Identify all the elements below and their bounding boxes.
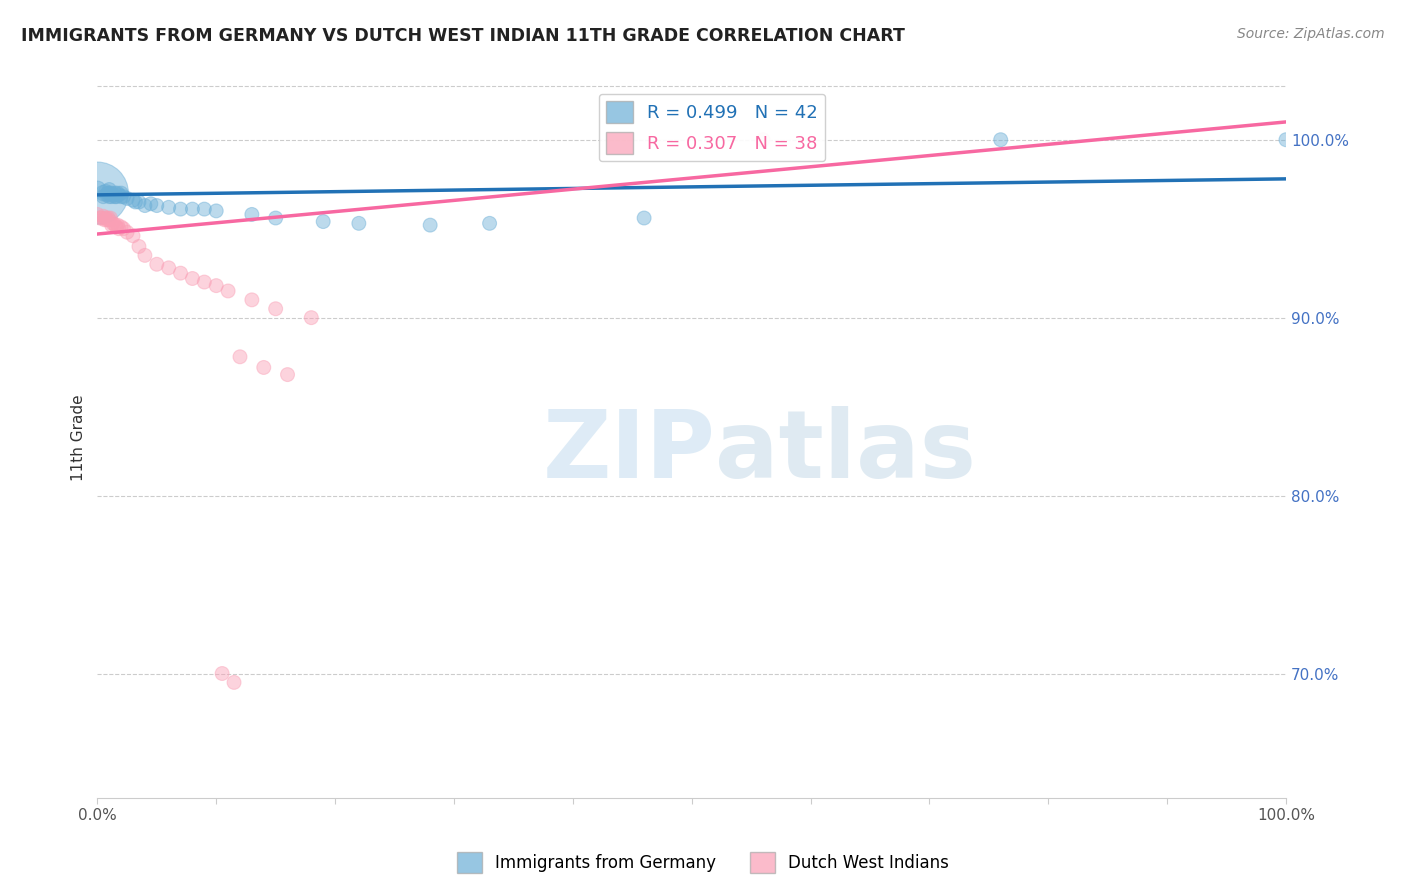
Point (124, 194, 146, 209)
Point (299, 310, 322, 325)
Text: atlas: atlas (716, 406, 976, 498)
Point (128, 194, 150, 209)
Point (89, 211, 111, 225)
Point (91, 211, 114, 225)
Point (105, 189, 128, 203)
Point (134, 198, 156, 212)
Point (98, 186, 121, 200)
Point (101, 187, 124, 202)
Point (100, 211, 122, 225)
Point (93, 212, 115, 227)
Point (96, 212, 118, 227)
Point (107, 186, 129, 200)
Point (419, 218, 441, 232)
Legend: R = 0.499   N = 42, R = 0.307   N = 38: R = 0.499 N = 42, R = 0.307 N = 38 (599, 94, 825, 161)
Point (128, 239, 150, 253)
Point (97, 211, 120, 225)
Point (752, 133, 775, 147)
Point (104, 186, 127, 200)
Legend: Immigrants from Germany, Dutch West Indians: Immigrants from Germany, Dutch West Indi… (450, 846, 956, 880)
Point (91, 186, 114, 200)
Point (91, 189, 114, 203)
Point (1275, 133, 1298, 147)
Point (157, 200, 180, 214)
Point (94, 184, 117, 198)
Point (157, 260, 180, 275)
Point (104, 189, 127, 203)
Point (110, 219, 132, 234)
Point (312, 214, 335, 228)
Point (107, 218, 129, 232)
Point (277, 368, 299, 382)
Point (98, 189, 121, 203)
Point (146, 257, 169, 271)
Point (100, 186, 122, 200)
Point (110, 186, 132, 200)
Point (96, 187, 118, 202)
Text: IMMIGRANTS FROM GERMANY VS DUTCH WEST INDIAN 11TH GRADE CORRELATION CHART: IMMIGRANTS FROM GERMANY VS DUTCH WEST IN… (21, 27, 905, 45)
Point (86, 182, 108, 196)
Point (115, 191, 138, 205)
Point (193, 275, 215, 289)
Point (105, 219, 128, 234)
Point (264, 211, 287, 225)
Point (94, 211, 117, 225)
Point (91, 209, 114, 223)
Text: Source: ZipAtlas.com: Source: ZipAtlas.com (1237, 27, 1385, 41)
Point (222, 675, 245, 690)
Point (107, 187, 129, 202)
Point (139, 196, 162, 211)
Point (115, 225, 138, 239)
Point (122, 193, 145, 207)
Point (100, 189, 122, 203)
Point (253, 360, 276, 375)
Point (104, 218, 127, 232)
Point (169, 266, 191, 280)
Point (211, 666, 233, 681)
Point (146, 198, 169, 212)
Point (478, 216, 501, 230)
Point (240, 207, 263, 221)
Point (112, 189, 135, 203)
Point (181, 271, 204, 285)
Point (101, 216, 124, 230)
Point (990, 133, 1012, 147)
Point (217, 284, 239, 298)
Point (110, 189, 132, 203)
Text: ZIP: ZIP (543, 406, 716, 498)
Point (134, 248, 156, 262)
Point (97, 186, 120, 200)
Point (122, 228, 145, 243)
Point (86, 186, 108, 200)
Y-axis label: 11th Grade: 11th Grade (72, 394, 86, 481)
Point (98, 212, 121, 227)
Point (205, 278, 228, 293)
Point (193, 202, 215, 216)
Point (86, 207, 108, 221)
Point (107, 221, 129, 235)
Point (112, 221, 135, 235)
Point (181, 202, 204, 216)
Point (205, 203, 228, 218)
Point (240, 293, 263, 307)
Point (98, 182, 121, 196)
Point (100, 218, 122, 232)
Point (264, 301, 287, 316)
Point (633, 211, 655, 225)
Point (347, 216, 370, 230)
Point (229, 350, 252, 364)
Point (169, 202, 191, 216)
